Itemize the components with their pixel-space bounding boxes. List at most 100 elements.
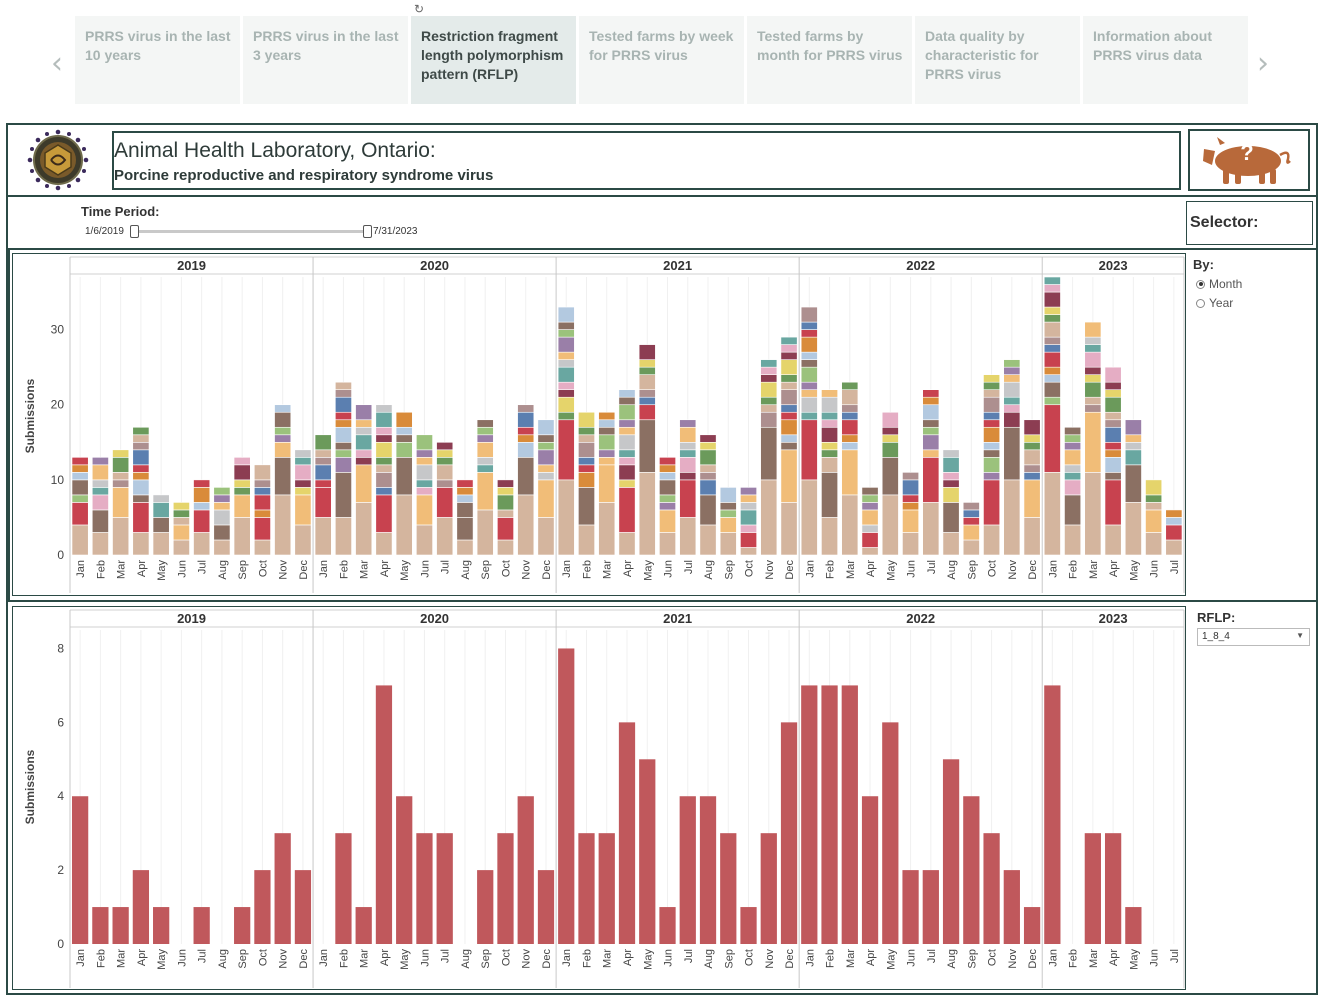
x-tick-label: Aug bbox=[703, 560, 715, 580]
x-tick-label: Aug bbox=[703, 949, 715, 969]
x-tick-label: Aug bbox=[217, 949, 229, 969]
x-tick-label: Feb bbox=[1068, 560, 1080, 579]
x-tick-label: May bbox=[642, 949, 654, 970]
pig-question-mark: ? bbox=[1240, 140, 1253, 165]
stacked-bar-segment bbox=[719, 502, 737, 511]
stacked-bar-segment bbox=[274, 434, 292, 443]
stacked-bar-segment bbox=[760, 426, 778, 481]
stacked-bar-segment bbox=[598, 464, 616, 503]
stacked-bar-segment bbox=[922, 502, 940, 556]
stacked-bar-segment bbox=[355, 404, 373, 421]
stacked-bar-segment bbox=[355, 434, 373, 451]
stacked-bar-segment bbox=[1104, 411, 1122, 421]
stacked-bar-segment bbox=[983, 419, 1001, 428]
tab-prrs-10-years[interactable]: PRRS virus in the last 10 years bbox=[75, 16, 240, 104]
stacked-bar-segment bbox=[1104, 366, 1122, 383]
stacked-bar-segment bbox=[274, 494, 292, 556]
tab-information[interactable]: Information about PRRS virus data bbox=[1083, 16, 1248, 104]
stacked-bar-segment bbox=[193, 502, 211, 511]
stacked-bar-segment bbox=[71, 479, 89, 496]
rflp-bar bbox=[598, 833, 615, 944]
stacked-bar-segment bbox=[942, 479, 960, 488]
stacked-bar-segment bbox=[335, 426, 352, 443]
stacked-bar-segment bbox=[193, 479, 211, 488]
stacked-bar-segment bbox=[902, 502, 919, 511]
x-tick-label: Nov bbox=[278, 560, 290, 580]
y-tick-label: 0 bbox=[57, 548, 64, 562]
stacked-bar-segment bbox=[800, 321, 818, 330]
selector-box bbox=[1186, 201, 1313, 245]
by-option-year[interactable]: Year bbox=[1196, 296, 1233, 310]
x-tick-label: Jan bbox=[561, 560, 573, 578]
stacked-bar-segment bbox=[780, 434, 798, 443]
stacked-bar-segment bbox=[638, 359, 656, 368]
stacked-bar-segment bbox=[456, 494, 474, 503]
rflp-dropdown[interactable]: 1_8_4 ▼ bbox=[1197, 628, 1310, 646]
stacked-bar-segment bbox=[800, 359, 818, 368]
by-label: By: bbox=[1193, 257, 1214, 272]
stacked-bar-segment bbox=[740, 532, 757, 548]
x-tick-label: Mar bbox=[845, 560, 857, 579]
stacked-bar-segment bbox=[1064, 426, 1082, 436]
stacked-bar-segment bbox=[983, 381, 1001, 391]
help-pig-button[interactable]: ? bbox=[1188, 129, 1310, 191]
stacked-bar-segment bbox=[942, 487, 960, 503]
tab-farms-by-month[interactable]: Tested farms by month for PRRS virus bbox=[747, 16, 912, 104]
stacked-bar-segment bbox=[1043, 291, 1061, 308]
prev-tab-arrow-icon[interactable]: ‹ bbox=[51, 46, 63, 81]
stacked-bar-segment bbox=[152, 532, 170, 556]
stacked-bar-segment bbox=[233, 464, 251, 481]
x-tick-label: Dec bbox=[1027, 949, 1039, 969]
stacked-bar-segment bbox=[578, 434, 595, 443]
stacked-bar-segment bbox=[71, 502, 89, 526]
x-tick-label: Jan bbox=[318, 949, 330, 967]
stacked-bar-segment bbox=[1165, 517, 1183, 526]
stacked-bar-segment bbox=[578, 524, 595, 556]
stacked-bar-segment bbox=[557, 389, 575, 398]
stacked-bar-segment bbox=[1124, 502, 1142, 556]
stacked-bar-segment bbox=[618, 389, 636, 398]
y-axis-label: Submissions bbox=[23, 749, 37, 824]
x-tick-label: Jul bbox=[197, 560, 209, 574]
bottom-chart-frame bbox=[12, 606, 1186, 990]
stacked-bar-segment bbox=[740, 502, 757, 511]
stacked-bar-segment bbox=[983, 411, 1001, 421]
tab-prrs-3-years[interactable]: PRRS virus in the last 3 years bbox=[243, 16, 408, 104]
stacked-bar-segment bbox=[213, 502, 231, 511]
rflp-bar bbox=[780, 722, 798, 944]
stacked-bar-segment bbox=[962, 517, 980, 526]
stacked-bar-segment bbox=[537, 479, 555, 518]
stacked-bar-segment bbox=[537, 472, 555, 481]
year-header-label: 2022 bbox=[906, 258, 935, 273]
rflp-bar bbox=[902, 870, 919, 944]
next-tab-arrow-icon[interactable]: › bbox=[1257, 46, 1269, 81]
stacked-bar-segment bbox=[557, 321, 575, 330]
tab-data-quality[interactable]: Data quality by characteristic for PRRS … bbox=[915, 16, 1080, 104]
time-period-end-handle[interactable] bbox=[363, 225, 372, 238]
stacked-bar-segment bbox=[659, 464, 676, 473]
stacked-bar-segment bbox=[416, 479, 433, 488]
stacked-bar-segment bbox=[983, 389, 1001, 398]
x-tick-label: Jan bbox=[1047, 949, 1059, 967]
x-tick-label: Jul bbox=[683, 560, 695, 574]
stacked-bar-segment bbox=[942, 502, 960, 533]
time-period-start-handle[interactable] bbox=[130, 225, 139, 238]
stacked-bar-segment bbox=[132, 502, 150, 533]
time-period-slider-track[interactable] bbox=[132, 230, 369, 233]
rflp-bar bbox=[375, 685, 393, 944]
stacked-bar-segment bbox=[416, 524, 433, 556]
stacked-bar-segment bbox=[841, 419, 859, 436]
stacked-bar-segment bbox=[335, 381, 352, 391]
stacked-bar-segment bbox=[578, 441, 595, 458]
stacked-bar-segment bbox=[476, 509, 494, 556]
stacked-bar-segment bbox=[71, 494, 89, 503]
stacked-bar-segment bbox=[780, 336, 798, 345]
x-tick-label: Jul bbox=[926, 560, 938, 574]
x-tick-label: Sep bbox=[966, 560, 978, 580]
tab-rflp[interactable]: Restriction fragment length polymorphism… bbox=[411, 16, 576, 104]
x-tick-label: Jul bbox=[440, 560, 452, 574]
stacked-bar-segment bbox=[274, 457, 292, 496]
tab-farms-by-week[interactable]: Tested farms by week for PRRS virus bbox=[579, 16, 744, 104]
by-option-month[interactable]: Month bbox=[1196, 277, 1242, 291]
x-tick-label: Aug bbox=[946, 560, 958, 580]
